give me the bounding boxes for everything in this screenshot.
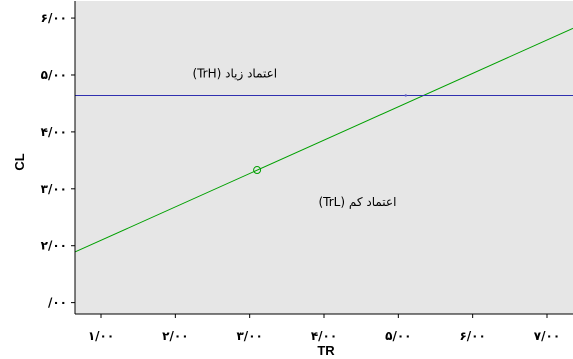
x-tick-label: ۷/۰۰ bbox=[534, 329, 560, 343]
y-axis-title: CL bbox=[12, 153, 27, 170]
series-line-1 bbox=[74, 27, 573, 253]
x-tick-label: ۲/۰۰ bbox=[162, 329, 188, 343]
y-tick-label: /۰۰ bbox=[48, 296, 67, 310]
x-tick-label: ۶/۰۰ bbox=[459, 329, 485, 343]
x-tick-label: ۴/۰۰ bbox=[311, 329, 337, 343]
y-tick-label: ۵/۰۰ bbox=[41, 68, 67, 82]
x-tick-label: ۵/۰۰ bbox=[385, 329, 411, 343]
data-point-marker-2 bbox=[404, 94, 407, 97]
annotation-label-1: (TrH) اعتماد زیاد bbox=[192, 66, 277, 81]
y-tick-label: ۳/۰۰ bbox=[41, 182, 67, 196]
x-axis-title: TR bbox=[317, 343, 335, 358]
x-tick-label: ۱/۰۰ bbox=[88, 329, 114, 343]
plot-area bbox=[75, 1, 573, 314]
y-tick-label: ۲/۰۰ bbox=[41, 239, 67, 253]
annotation-label-2: (TrL) اعتماد کم bbox=[318, 195, 396, 209]
y-tick-label: ۶/۰۰ bbox=[41, 11, 67, 25]
y-tick-label: ۴/۰۰ bbox=[41, 125, 67, 139]
x-tick-label: ۳/۰۰ bbox=[236, 329, 262, 343]
data-point-marker-1 bbox=[253, 166, 262, 175]
